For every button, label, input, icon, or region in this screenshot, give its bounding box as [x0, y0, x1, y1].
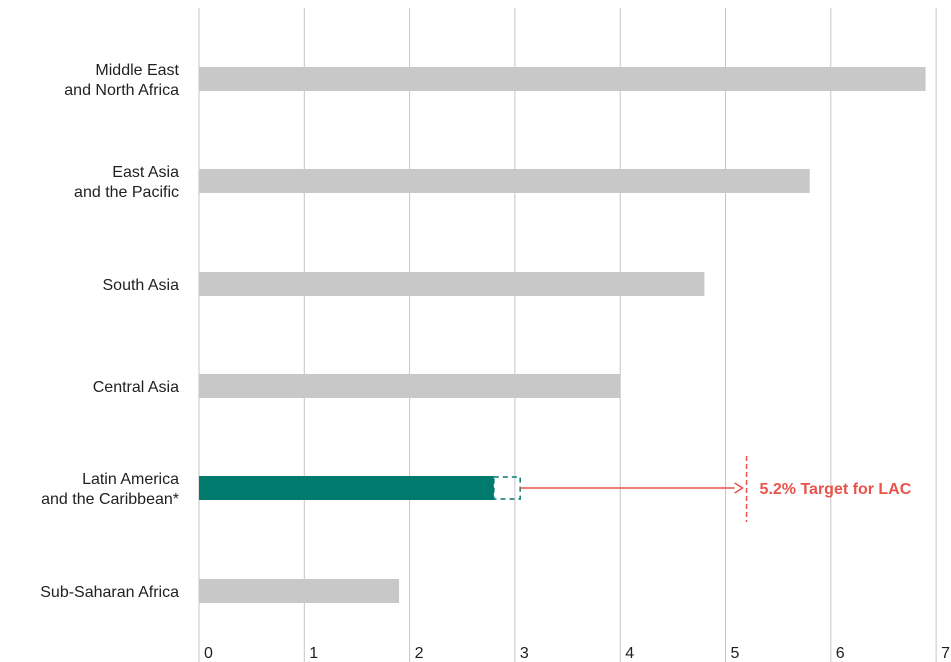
- target-annotation: 5.2% Target for LAC: [493, 456, 912, 522]
- category-label-0-0: Middle East: [95, 62, 179, 79]
- bar-0: [199, 67, 926, 91]
- category-label-1-1: and the Pacific: [74, 184, 179, 201]
- category-label-2-0: South Asia: [103, 277, 180, 294]
- x-tick-label-2: 2: [415, 645, 424, 662]
- x-axis-tick-labels: 0 1 2 3 4 5 6 7: [204, 645, 950, 662]
- x-tick-label-5: 5: [731, 645, 740, 662]
- bar-3: [199, 374, 621, 398]
- x-tick-label-3: 3: [520, 645, 529, 662]
- target-label: 5.2% Target for LAC: [760, 481, 912, 498]
- bars: [199, 67, 926, 603]
- target-arrow-head: [734, 482, 744, 494]
- gridlines: [198, 8, 937, 662]
- x-tick-label-7: 7: [941, 645, 950, 662]
- category-label-1-0: East Asia: [112, 164, 179, 181]
- bar-1: [199, 169, 810, 193]
- category-label-5-0: Sub-Saharan Africa: [40, 584, 179, 601]
- bar-2: [199, 272, 705, 296]
- bar-4: [199, 476, 494, 500]
- category-labels: Middle East and North Africa East Asia and …: [40, 62, 179, 601]
- bar-5: [199, 579, 400, 603]
- category-label-4-0: Latin America: [82, 471, 179, 488]
- x-tick-label-6: 6: [836, 645, 845, 662]
- x-tick-label-0: 0: [204, 645, 213, 662]
- x-tick-label-1: 1: [309, 645, 318, 662]
- category-label-3-0: Central Asia: [93, 379, 179, 396]
- highlight-extension-box: [493, 476, 521, 500]
- x-tick-label-4: 4: [625, 645, 634, 662]
- category-label-4-1: and the Caribbean*: [41, 491, 179, 508]
- category-label-0-1: and North Africa: [64, 82, 179, 99]
